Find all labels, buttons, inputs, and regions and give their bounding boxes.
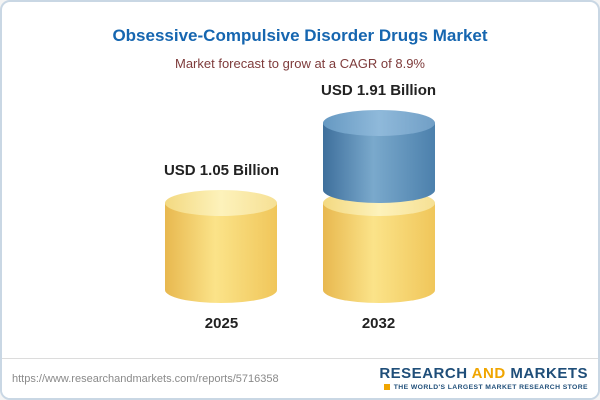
value-label-2032: USD 1.91 Billion [321, 82, 437, 99]
category-label-2032: 2032 [361, 315, 396, 332]
logo-word-and: AND [471, 364, 506, 382]
logo-wordmark: RESEARCH AND MARKETS [379, 364, 588, 383]
footer-bar: https://www.researchandmarkets.com/repor… [2, 358, 598, 398]
page-title: Obsessive-Compulsive Disorder Drugs Mark… [112, 26, 488, 45]
cylinder-2025 [165, 190, 278, 303]
chart-header: Obsessive-Compulsive Disorder Drugs Mark… [2, 2, 598, 71]
report-url-link[interactable]: https://www.researchandmarkets.com/repor… [12, 372, 279, 385]
category-label-2025: 2025 [204, 315, 239, 332]
segment-base-2032 [322, 190, 435, 303]
cylinder-chart: USD 1.05 Billion 2025 USD 1.91 Billion 2… [2, 82, 598, 332]
chart-subtitle: Market forecast to grow at a CAGR of 8.9… [175, 56, 425, 71]
value-label-2025: USD 1.05 Billion [163, 162, 279, 179]
logo-word-research: RESEARCH [379, 364, 468, 382]
bar-group-2025: USD 1.05 Billion 2025 [164, 162, 279, 332]
segment-base-2025 [165, 190, 278, 303]
bar-group-2032: USD 1.91 Billion 2032 [321, 82, 436, 332]
logo-word-markets: MARKETS [510, 364, 588, 382]
logo-tagline: THE WORLD'S LARGEST MARKET RESEARCH STOR… [379, 384, 588, 391]
segment-growth-2032 [322, 110, 435, 203]
cylinder-2032 [322, 110, 435, 303]
research-and-markets-logo[interactable]: RESEARCH AND MARKETS THE WORLD'S LARGEST… [379, 364, 588, 392]
tagline-square-icon [383, 384, 390, 391]
tagline-text: THE WORLD'S LARGEST MARKET RESEARCH STOR… [393, 384, 588, 392]
